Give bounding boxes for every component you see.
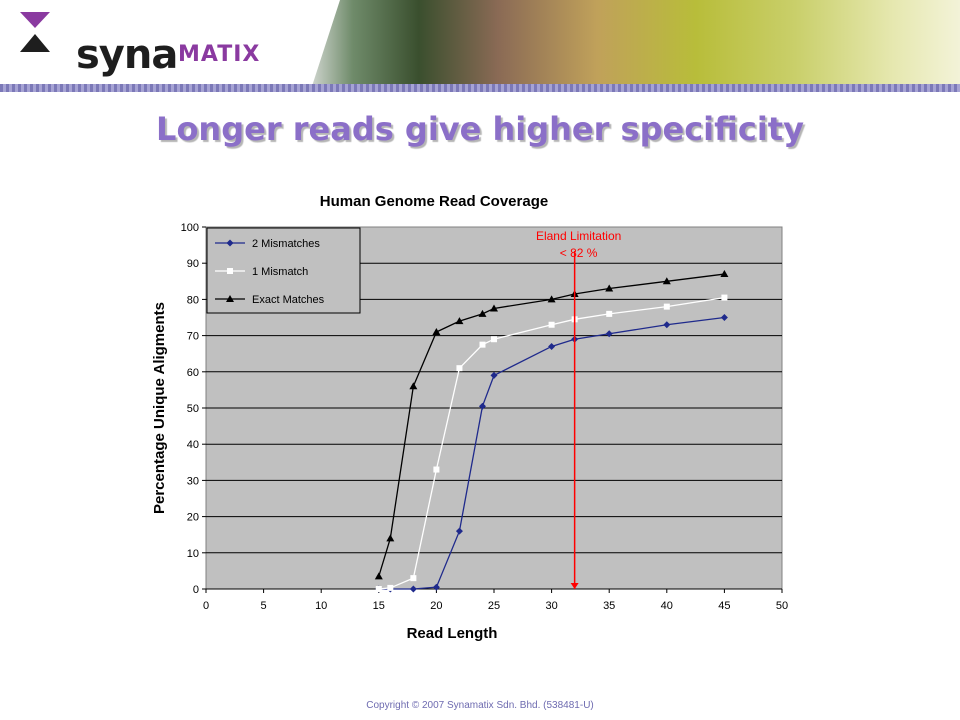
company-logo: syna MATIX (18, 10, 278, 80)
data-point-series-2 (479, 341, 486, 348)
y-tick-label: 70 (187, 331, 199, 343)
data-point-series-1 (478, 402, 486, 410)
data-point-series-2 (433, 466, 440, 473)
y-tick-label: 50 (187, 403, 199, 415)
data-point-series-3 (478, 309, 487, 317)
y-axis-label: Percentage Unique Aligments (151, 302, 168, 514)
y-tick-label: 10 (187, 548, 199, 560)
data-point-series-2 (387, 584, 394, 591)
header-divider (0, 84, 960, 92)
x-tick-label: 30 (545, 600, 557, 612)
x-tick-label: 0 (203, 600, 209, 612)
data-point-series-3 (547, 295, 556, 303)
legend-marker (227, 268, 233, 274)
x-tick-label: 10 (315, 600, 327, 612)
data-point-series-2 (663, 303, 670, 310)
x-tick-label: 40 (661, 600, 673, 612)
y-tick-label: 90 (187, 258, 199, 270)
data-point-series-2 (375, 586, 382, 592)
legend-marker (226, 239, 234, 247)
logo-text-matix: MATIX (178, 42, 261, 67)
data-point-series-1 (548, 342, 556, 350)
data-point-series-3 (374, 572, 383, 580)
data-point-series-2 (491, 336, 497, 343)
y-tick-label: 40 (187, 439, 199, 451)
legend-marker (226, 295, 234, 302)
legend-label: Exact Matches (252, 294, 325, 306)
data-point-series-1 (409, 585, 417, 593)
chart-title: Human Genome Read Coverage (320, 193, 548, 210)
dna-banner-image (300, 0, 960, 86)
data-point-series-1 (455, 527, 463, 535)
slide-title: Longer reads give higher specificity (156, 110, 804, 148)
legend-label: 1 Mismatch (252, 266, 308, 278)
data-point-series-3 (432, 327, 441, 335)
series-line-2 (378, 296, 725, 590)
x-axis-label: Read Length (407, 625, 498, 642)
data-point-series-1 (490, 371, 498, 379)
data-point-series-2 (548, 321, 555, 328)
y-tick-label: 60 (187, 367, 199, 379)
data-point-series-2 (410, 575, 417, 582)
legend-label: 2 Mismatches (252, 238, 320, 250)
y-tick-label: 30 (187, 475, 199, 487)
data-point-series-2 (456, 365, 463, 372)
y-tick-label: 20 (187, 512, 199, 524)
eland-limit-arrowhead (570, 583, 579, 589)
series-line-1 (378, 316, 725, 590)
coverage-chart: Human Genome Read Coverage01020304050607… (151, 193, 788, 642)
data-point-series-1 (720, 314, 728, 321)
data-point-series-3 (490, 304, 498, 312)
eland-limit-label: < 82 % (560, 246, 598, 260)
data-point-series-3 (605, 284, 614, 292)
data-point-series-1 (432, 583, 440, 591)
x-tick-label: 50 (776, 600, 788, 612)
logo-text-syna: syna (76, 32, 178, 78)
data-point-series-2 (721, 294, 728, 301)
data-point-series-3 (409, 382, 418, 390)
data-point-series-1 (663, 321, 671, 329)
x-tick-label: 20 (430, 600, 442, 612)
x-tick-label: 25 (488, 600, 500, 612)
data-point-series-3 (720, 270, 729, 278)
copyright-footer: Copyright © 2007 Synamatix Sdn. Bhd. (53… (366, 700, 594, 711)
y-tick-label: 100 (181, 222, 199, 234)
hourglass-logo-icon (20, 12, 50, 52)
header-banner: syna MATIX (0, 0, 960, 92)
x-tick-label: 45 (718, 600, 730, 612)
eland-limit-label: Eland Limitation (536, 229, 621, 243)
x-tick-label: 35 (603, 600, 615, 612)
data-point-series-1 (605, 330, 613, 338)
data-point-series-3 (455, 317, 464, 325)
data-point-series-3 (386, 534, 395, 542)
y-tick-label: 0 (193, 584, 199, 596)
y-tick-label: 80 (187, 294, 199, 306)
x-tick-label: 15 (373, 600, 385, 612)
data-point-series-2 (606, 310, 613, 317)
series-line-3 (378, 273, 725, 577)
x-tick-label: 5 (261, 600, 267, 612)
data-point-series-3 (662, 277, 671, 285)
